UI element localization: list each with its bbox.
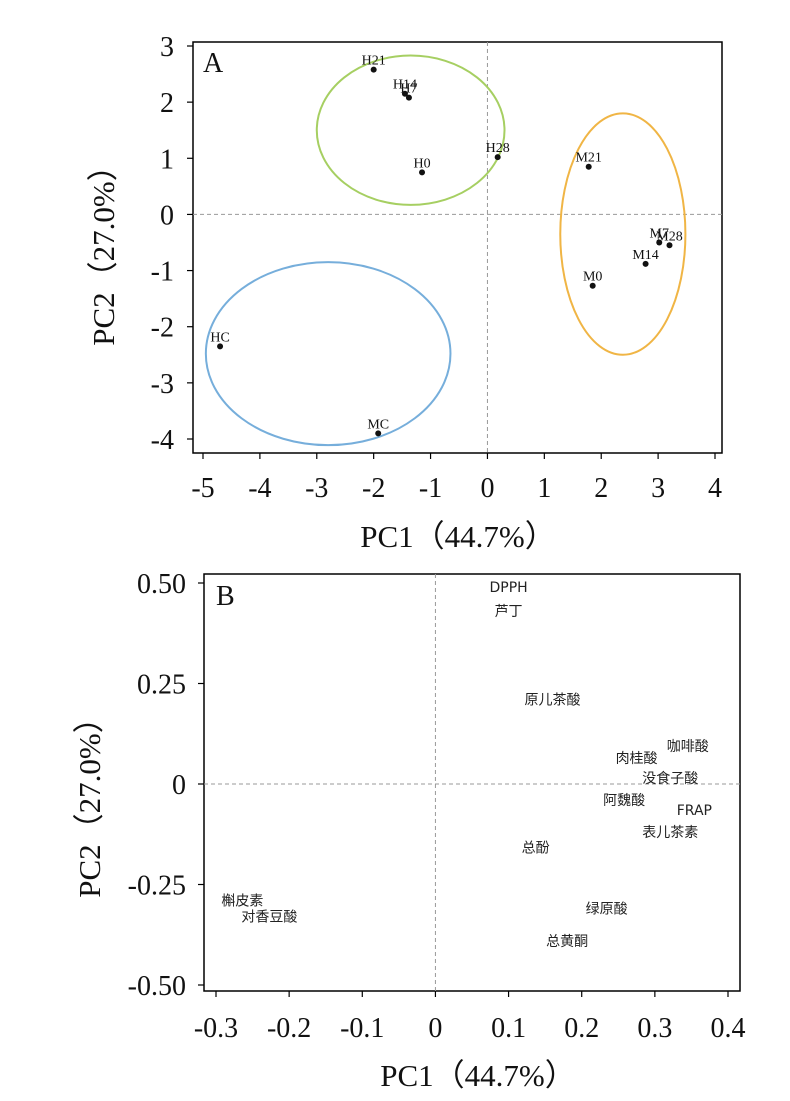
point-m28 — [666, 242, 673, 249]
panel-a-x-tick-label: 1 — [537, 473, 551, 504]
point-m7 — [656, 239, 663, 246]
point-label-h7: H7 — [400, 82, 417, 97]
panel-b-zero-lines — [204, 574, 740, 991]
ellipse-m — [559, 112, 687, 356]
point-h28 — [494, 154, 501, 161]
panel-a-x-tick-label: -3 — [305, 473, 328, 504]
panel-a-x-tick-label: 4 — [708, 473, 722, 504]
panel-a-x-tick-label: -4 — [248, 473, 271, 504]
point-label-m0: M0 — [583, 270, 602, 285]
panel-a-x-tick-label: 3 — [651, 473, 665, 504]
panel-b-x-tick-label: -0.1 — [340, 1013, 384, 1044]
panel-b-y-tick-label: 0.50 — [137, 569, 186, 600]
panel-a-x-tick-label: 2 — [594, 473, 608, 504]
panel-a-x-tick-label: 0 — [480, 473, 494, 504]
point-label-m7: M7 — [650, 227, 669, 242]
panel-b-label: B — [216, 581, 235, 612]
variable-label-3: 咖啡酸 — [667, 739, 709, 755]
variable-label-10: 槲皮素 — [221, 894, 263, 910]
panel-b-y-ticks: 0.50 0.25 0 -0.25 -0.50 — [128, 569, 204, 1002]
variable-label-7: FRAP — [677, 803, 712, 819]
panel-a-y-tick-label: -1 — [151, 257, 174, 288]
panel-a-y-tick-label: -4 — [151, 425, 174, 456]
point-m14 — [642, 260, 649, 267]
panel-b-x-tick-label: -0.2 — [267, 1013, 311, 1044]
point-label-mc: MC — [367, 417, 389, 432]
variable-label-4: 肉桂酸 — [616, 751, 658, 767]
panel-b-y-tick-label: 0.25 — [137, 670, 186, 701]
panel-b-y-tick-label: -0.50 — [128, 971, 186, 1002]
variable-label-2: 原儿茶酸 — [524, 693, 580, 709]
panel-b-y-tick-label: 0 — [172, 770, 186, 801]
panel-a-y-tick-label: -2 — [151, 313, 174, 344]
panel-b-x-axis-title: PC1（44.7%） — [380, 1058, 576, 1093]
point-label-h14: H14 — [393, 78, 417, 93]
point-m0 — [589, 282, 596, 289]
panel-b-frame — [203, 573, 741, 992]
panel-a-x-axis-title: PC1（44.7%） — [360, 519, 556, 554]
point-label-h0: H0 — [413, 156, 430, 171]
panel-b-x-tick-label: 0.2 — [564, 1013, 599, 1044]
panel-a-y-tick-label: 1 — [160, 144, 174, 175]
panel-a-x-tick-label: -2 — [362, 473, 385, 504]
variable-label-1: 芦丁 — [495, 604, 523, 620]
panel-a-x-tick-label: -1 — [419, 473, 442, 504]
point-label-m14: M14 — [632, 248, 658, 263]
variable-label-5: 没食子酸 — [642, 770, 698, 787]
variable-label-8: 表儿茶素 — [642, 825, 698, 841]
point-label-m28: M28 — [656, 229, 682, 244]
panel-a-y-tick-label: 0 — [160, 200, 174, 231]
point-h14 — [401, 90, 408, 97]
panel-a-x-tick-label: -5 — [191, 473, 214, 504]
panel-a-y-axis-title: PC2（27.0%） — [86, 150, 121, 346]
panel-b-x-tick-label: 0 — [428, 1013, 442, 1044]
panel-b-x-tick-label: 0.1 — [491, 1013, 526, 1044]
ellipse-control — [204, 261, 452, 447]
point-label-m21: M21 — [575, 151, 601, 166]
panel-b-x-tick-label: 0.4 — [711, 1013, 746, 1044]
panel-a-ellipses — [204, 54, 687, 447]
panel-b-x-tick-label: -0.3 — [194, 1013, 238, 1044]
panel-b-y-tick-label: -0.25 — [128, 871, 186, 902]
variable-label-0: DPPH — [489, 580, 527, 596]
point-label-h28: H28 — [486, 141, 510, 156]
panel-a-y-ticks: 3 2 1 0 -1 -2 -3 -4 — [151, 32, 193, 456]
point-h0 — [419, 169, 426, 176]
point-label-hc: HC — [210, 330, 229, 345]
panel-a-y-tick-label: -3 — [151, 369, 174, 400]
panel-a-y-tick-label: 2 — [160, 88, 174, 119]
point-h21 — [370, 66, 377, 73]
variable-label-13: 总黄酮 — [546, 933, 588, 950]
point-h7 — [405, 94, 412, 101]
point-mc — [375, 430, 382, 437]
variable-label-6: 阿魏酸 — [603, 793, 645, 809]
variable-label-11: 对香豆酸 — [241, 910, 297, 926]
panel-a-x-ticks: -5 -4 -3 -2 -1 0 1 2 3 4 — [191, 453, 722, 504]
panel-b-x-ticks: -0.3 -0.2 -0.1 0 0.1 0.2 0.3 0.4 — [194, 991, 746, 1044]
panel-a-label: A — [203, 48, 224, 79]
panel-b-y-axis-title: PC2（27.0%） — [72, 702, 107, 898]
point-label-h21: H21 — [362, 54, 386, 69]
panel-b-x-tick-label: 0.3 — [637, 1013, 672, 1044]
point-m21 — [585, 163, 592, 170]
variable-label-12: 绿原酸 — [586, 902, 628, 918]
panel-a-frame — [192, 41, 723, 454]
ellipse-h — [315, 54, 506, 206]
variable-label-9: 总酚 — [522, 841, 550, 857]
panel-a-y-tick-label: 3 — [160, 32, 174, 63]
panel-a-zero-lines — [193, 42, 722, 453]
point-hc — [217, 343, 224, 350]
